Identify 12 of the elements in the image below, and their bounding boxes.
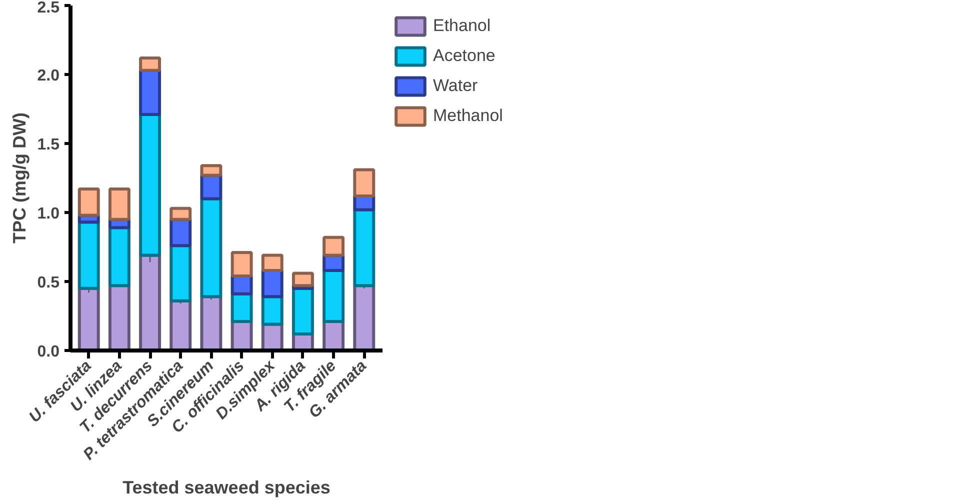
y-tick-label: 1.5: [37, 136, 60, 154]
legend-label: Acetone: [433, 46, 496, 66]
y-axis-title: TPC (mg/g DW): [9, 112, 30, 244]
legend-label: Methanol: [433, 106, 503, 126]
legend-label: Water: [433, 76, 478, 96]
y-tick-label: 0.5: [37, 274, 60, 292]
y-tick-label: 2.5: [37, 0, 60, 16]
y-tick-label: 2.0: [37, 68, 60, 84]
x-axis-title: Tested seaweed species: [122, 478, 330, 498]
y-tick-label: 1.0: [37, 206, 60, 222]
y-tick-label: 0.0: [37, 344, 60, 360]
legend-label: Ethanol: [433, 16, 491, 36]
